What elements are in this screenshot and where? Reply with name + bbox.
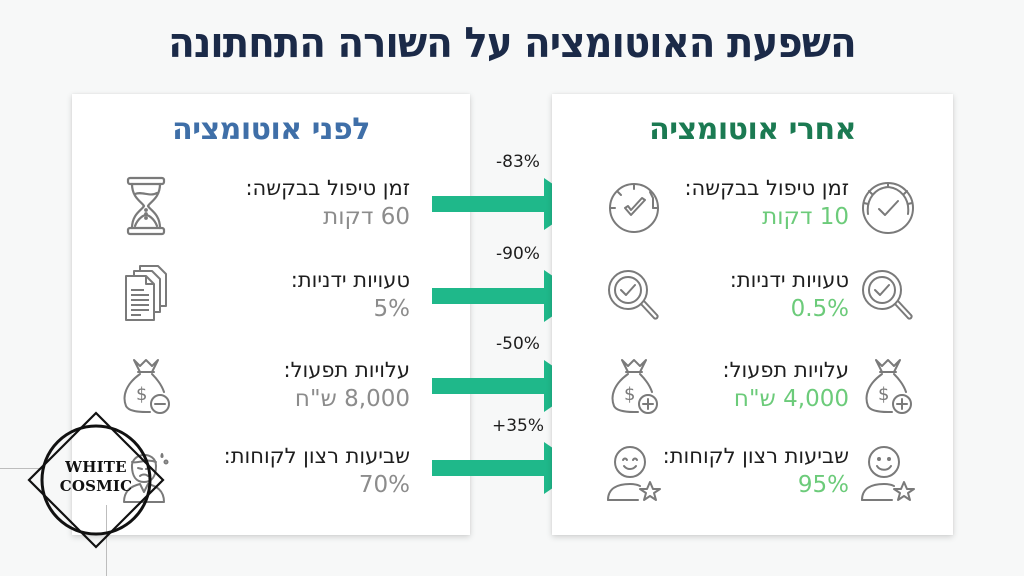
- after-row-handling-time: זמן טיפול בבקשה: 10 דקות: [552, 170, 953, 250]
- guide-line-horizontal: [0, 468, 40, 469]
- before-row-customer-satisfaction: שביעות רצון לקוחות: 70%: [72, 442, 470, 522]
- stopwatch-check-icon: [604, 174, 664, 238]
- watermark-line2: COSMIC: [59, 477, 133, 495]
- before-row-manual-errors: טעויות ידניות: 5%: [72, 262, 470, 342]
- change-percent: +35%: [491, 416, 545, 436]
- after-row-manual-errors: טעויות ידניות: 0.5%: [552, 262, 953, 342]
- magnifier-check-icon: [858, 264, 918, 328]
- change-percent: -83%: [496, 152, 540, 172]
- frustrated-person-icon: [116, 442, 176, 506]
- metric-label: עלויות תפעול:: [722, 358, 850, 382]
- metric-label: טעויות ידניות:: [729, 268, 849, 292]
- page-title: השפעת האוטומציה על השורה התחתונה: [168, 18, 856, 67]
- metric-label: עלויות תפעול:: [283, 358, 411, 382]
- metric-value: 5%: [373, 296, 411, 322]
- metric-value: 95%: [797, 472, 849, 498]
- happy-person-star-icon: [858, 442, 918, 506]
- before-row-operating-costs: $ עלויות תפעול: 8,000 ש"ח: [72, 352, 470, 432]
- svg-text:$: $: [136, 384, 147, 405]
- documents-icon: [116, 262, 176, 326]
- change-arrows: -83% -90% -50% +35%: [432, 94, 582, 535]
- before-row-handling-time: זמן טיפול בבקשה: 60 דקות: [72, 170, 470, 250]
- metric-value: 70%: [358, 472, 410, 498]
- watermark-line1: WHITE: [65, 458, 127, 476]
- metric-label: זמן טיפול בבקשה:: [684, 176, 849, 200]
- metric-label: זמן טיפול בבקשה:: [245, 176, 410, 200]
- money-bag-plus-icon: $: [604, 354, 664, 418]
- svg-text:$: $: [878, 384, 889, 405]
- metric-value: 10 דקות: [762, 204, 849, 230]
- before-heading: לפני אוטומציה: [172, 112, 370, 147]
- gauge-check-icon: [858, 174, 918, 238]
- before-automation-panel: לפני אוטומציה זמן טיפול בבקשה: 60 דקות: [72, 94, 470, 535]
- metric-value: 60 דקות: [323, 204, 410, 230]
- svg-text:$: $: [624, 384, 635, 405]
- after-row-operating-costs: $ $ עלויות תפעול: 4,000 ש"ח: [552, 352, 953, 432]
- metric-value: 8,000 ש"ח: [294, 386, 410, 412]
- after-automation-panel: אחרי אוטומציה זמן טיפול בבקשה: 1: [552, 94, 953, 535]
- metric-label: שביעות רצון לקוחות:: [662, 444, 849, 468]
- money-bag-minus-icon: $: [116, 354, 176, 418]
- magnifier-check-icon: [604, 264, 664, 328]
- metric-value: 0.5%: [790, 296, 849, 322]
- happy-person-star-icon: [604, 442, 664, 506]
- hourglass-icon: [116, 174, 176, 238]
- change-percent: -90%: [496, 244, 540, 264]
- change-percent: -50%: [496, 334, 540, 354]
- after-row-customer-satisfaction: שביעות רצון לקוחות: 95%: [552, 442, 953, 522]
- after-heading: אחרי אוטומציה: [649, 112, 856, 147]
- money-bag-plus-icon: $: [858, 354, 918, 418]
- metric-label: שביעות רצון לקוחות:: [223, 444, 410, 468]
- metric-value: 4,000 ש"ח: [733, 386, 849, 412]
- watermark-logo: WHITE COSMIC: [26, 410, 166, 550]
- metric-label: טעויות ידניות:: [290, 268, 410, 292]
- guide-line-vertical: [106, 505, 107, 576]
